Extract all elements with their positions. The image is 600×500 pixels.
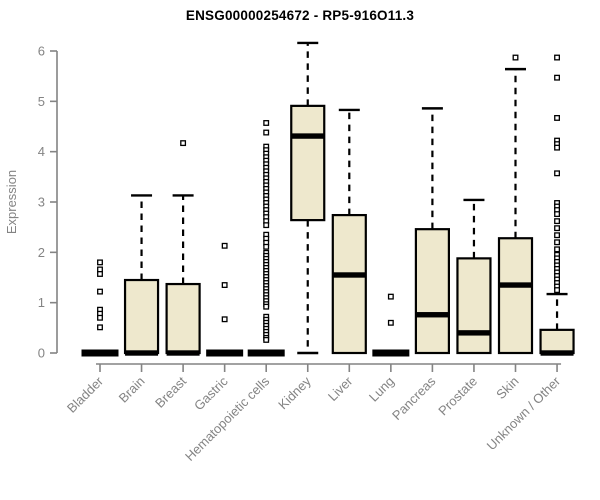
- outlier-point: [97, 259, 103, 266]
- outlier-point: [554, 239, 560, 246]
- outlier-point: [554, 287, 560, 294]
- svg-text:Kidney: Kidney: [275, 373, 314, 412]
- svg-text:2: 2: [38, 245, 45, 260]
- outlier-point: [263, 303, 270, 310]
- svg-text:3: 3: [38, 195, 45, 210]
- outlier-point: [97, 314, 103, 321]
- outlier-point: [554, 225, 560, 232]
- outlier-point: [97, 271, 103, 277]
- axes: 0 1 2 3 4 5 6 Expression Bladder Brain Breast Gastr…: [4, 44, 564, 464]
- boxplot-group-gastric: [206, 242, 244, 357]
- svg-text:Liver: Liver: [325, 373, 356, 404]
- outlier-point: [263, 243, 270, 250]
- outlier-point: [263, 129, 270, 136]
- svg-text:Brain: Brain: [116, 374, 148, 406]
- boxplot-group-liver: [331, 108, 367, 355]
- outlier-point: [554, 211, 560, 218]
- outlier-point: [554, 144, 560, 151]
- boxplot-group-skin: [497, 54, 534, 355]
- boxplot-group-bladder: [81, 259, 119, 357]
- outlier-point: [263, 336, 270, 343]
- svg-text:Expression: Expression: [4, 170, 19, 234]
- outlier-point: [180, 140, 187, 147]
- svg-text:0: 0: [38, 346, 45, 361]
- outlier-point: [97, 288, 103, 295]
- outlier-point: [263, 222, 270, 229]
- boxplot-group-prostate: [456, 198, 492, 355]
- outlier-point: [554, 218, 560, 225]
- outlier-point: [387, 319, 394, 326]
- outlier-point: [387, 293, 394, 300]
- outlier-point: [554, 54, 560, 61]
- outlier-point: [512, 54, 519, 61]
- outlier-point: [97, 324, 103, 331]
- boxplot-group-kidney: [290, 41, 326, 355]
- outlier-point: [221, 282, 228, 288]
- outlier-point: [554, 170, 560, 177]
- svg-text:4: 4: [38, 144, 45, 159]
- boxplot-group-hematopoietic-cells: [247, 120, 285, 357]
- svg-text:Skin: Skin: [493, 374, 521, 402]
- boxplot-group-unknown-other: [539, 54, 575, 356]
- svg-text:Lung: Lung: [366, 374, 397, 405]
- outlier-point: [221, 242, 228, 249]
- chart-title: ENSG00000254672 - RP5-916O11.3: [185, 8, 415, 23]
- svg-text:Bladder: Bladder: [64, 373, 107, 416]
- boxplot-group-pancreas: [414, 107, 450, 355]
- svg-text:5: 5: [38, 94, 45, 109]
- svg-text:Pancreas: Pancreas: [389, 373, 439, 423]
- outlier-point: [554, 74, 560, 81]
- boxplot-group-brain: [123, 194, 160, 356]
- outlier-point: [554, 246, 560, 253]
- outlier-point: [263, 120, 270, 126]
- svg-text:1: 1: [38, 295, 45, 310]
- svg-text:Gastric: Gastric: [191, 373, 231, 413]
- outlier-point: [554, 232, 560, 239]
- svg-text:6: 6: [38, 44, 45, 59]
- svg-text:Unknown / Other: Unknown / Other: [484, 373, 564, 453]
- outlier-point: [554, 114, 560, 121]
- svg-text:Breast: Breast: [152, 373, 189, 410]
- svg-text:Prostate: Prostate: [435, 374, 480, 419]
- outlier-point: [221, 316, 228, 323]
- boxplot-group-lung: [372, 293, 410, 357]
- boxplot-group-breast: [165, 140, 201, 356]
